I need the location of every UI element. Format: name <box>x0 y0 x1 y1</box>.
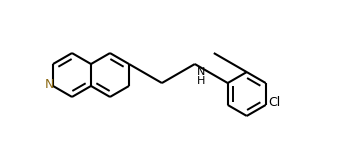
Text: Cl: Cl <box>269 96 281 109</box>
Text: N: N <box>44 79 54 92</box>
Text: N
H: N H <box>197 67 205 86</box>
